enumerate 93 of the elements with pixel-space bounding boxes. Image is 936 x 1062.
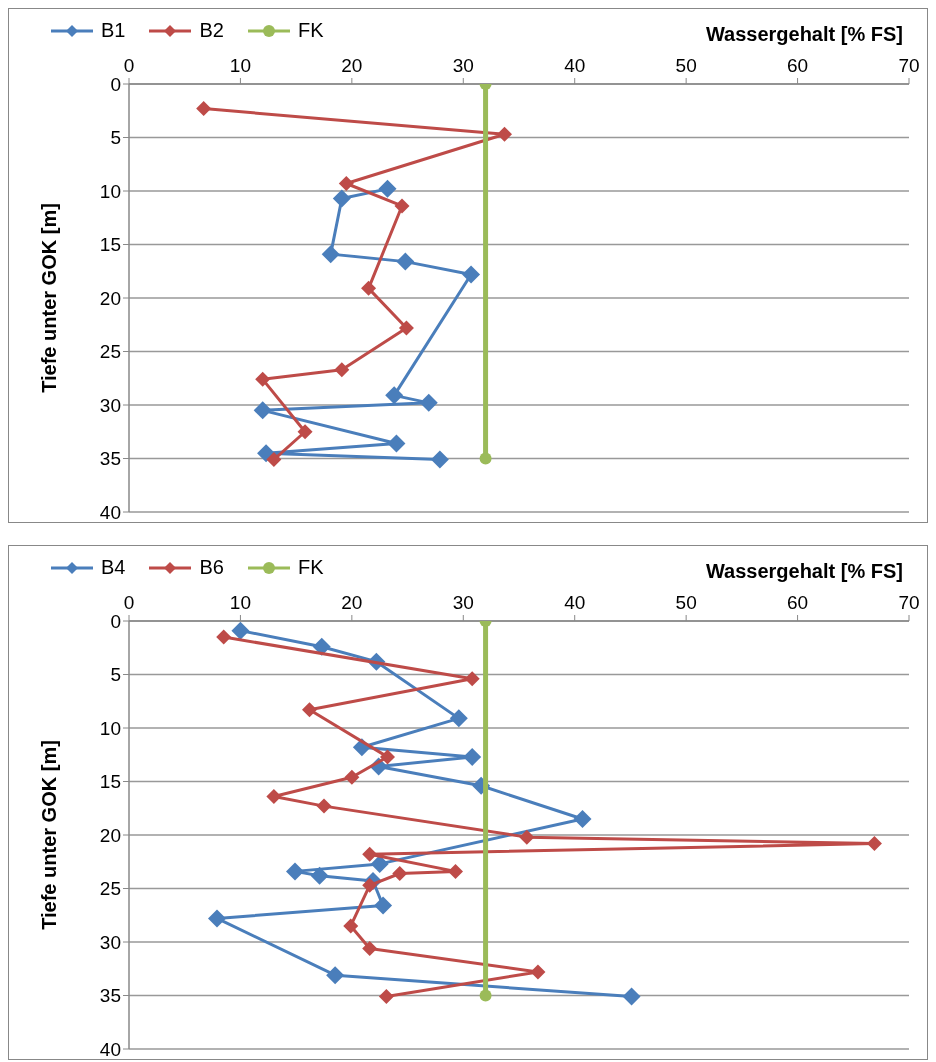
point xyxy=(196,101,212,117)
point xyxy=(316,798,332,814)
point xyxy=(622,987,641,1006)
y-tick-label: 0 xyxy=(110,610,121,632)
y-tick-label: 25 xyxy=(99,341,121,363)
point xyxy=(387,434,406,453)
point xyxy=(362,846,378,862)
x-tick-label: 70 xyxy=(898,55,920,76)
y-tick-label: 35 xyxy=(99,985,121,1007)
x-axis-title: Wassergehalt [% FS] xyxy=(705,23,903,46)
x-tick-label: 40 xyxy=(564,55,586,76)
point xyxy=(362,877,378,893)
point xyxy=(394,198,410,214)
point xyxy=(338,176,354,192)
point xyxy=(385,386,404,405)
point xyxy=(326,966,345,985)
point xyxy=(519,829,535,845)
y-tick-label: 40 xyxy=(99,1038,121,1060)
point xyxy=(361,280,377,296)
point xyxy=(479,989,492,1002)
point xyxy=(362,940,378,956)
point xyxy=(866,836,882,852)
x-tick-label: 30 xyxy=(452,55,474,76)
point xyxy=(378,989,394,1005)
point xyxy=(216,629,232,645)
y-tick-label: 40 xyxy=(99,501,121,523)
x-tick-label: 10 xyxy=(229,592,251,613)
point xyxy=(302,702,318,718)
legend-label: FK xyxy=(297,556,324,579)
y-tick-label: 35 xyxy=(99,448,121,470)
legend-label: B2 xyxy=(199,19,224,42)
point xyxy=(266,788,282,804)
y-tick-label: 10 xyxy=(99,180,121,202)
point xyxy=(253,401,272,420)
x-tick-label: 20 xyxy=(341,592,363,613)
point xyxy=(231,621,250,640)
y-tick-label: 0 xyxy=(110,73,121,95)
x-tick-label: 60 xyxy=(787,55,809,76)
point xyxy=(374,896,393,915)
point xyxy=(392,866,408,882)
x-tick-label: 50 xyxy=(675,592,697,613)
legend-label: B6 xyxy=(199,556,224,579)
y-tick-label: 5 xyxy=(110,664,121,686)
point xyxy=(398,320,414,336)
point xyxy=(332,189,351,208)
point xyxy=(297,424,313,440)
point xyxy=(430,450,449,469)
y-tick-label: 5 xyxy=(110,127,121,149)
x-tick-label: 60 xyxy=(787,592,809,613)
point xyxy=(286,862,305,881)
point xyxy=(266,452,282,468)
y-tick-label: 10 xyxy=(99,717,121,739)
point xyxy=(462,265,481,284)
y-tick-label: 15 xyxy=(99,771,121,793)
point xyxy=(447,863,463,879)
x-tick-label: 70 xyxy=(898,592,920,613)
y-tick-label: 15 xyxy=(99,234,121,256)
point xyxy=(497,126,513,142)
point xyxy=(378,179,397,198)
x-tick-label: 30 xyxy=(452,592,474,613)
legend-label: B4 xyxy=(101,556,126,579)
y-tick-label: 20 xyxy=(99,824,121,846)
x-tick-label: 40 xyxy=(564,592,586,613)
x-tick-label: 20 xyxy=(341,55,363,76)
point xyxy=(396,252,415,271)
y-axis-title: Tiefe unter GOK [m] xyxy=(38,203,61,393)
x-tick-label: 50 xyxy=(675,55,697,76)
point xyxy=(530,964,546,980)
legend-label: B1 xyxy=(101,19,126,42)
point xyxy=(334,362,350,378)
legend-label: FK xyxy=(297,19,324,42)
point xyxy=(419,393,438,412)
point xyxy=(479,452,492,465)
point xyxy=(380,749,396,765)
x-tick-label: 10 xyxy=(229,55,251,76)
point xyxy=(208,909,227,928)
point xyxy=(343,918,359,934)
y-tick-label: 30 xyxy=(99,931,121,953)
point xyxy=(321,245,340,264)
point xyxy=(449,709,468,728)
point xyxy=(255,371,271,387)
x-axis-title: Wassergehalt [% FS] xyxy=(705,560,903,583)
y-axis-title: Tiefe unter GOK [m] xyxy=(38,740,61,930)
point xyxy=(464,671,480,687)
y-tick-label: 20 xyxy=(99,287,121,309)
y-tick-label: 25 xyxy=(99,878,121,900)
x-tick-label: 0 xyxy=(123,592,135,613)
point xyxy=(310,866,329,885)
x-tick-label: 0 xyxy=(123,55,135,76)
point xyxy=(463,747,482,766)
point xyxy=(573,809,592,828)
y-tick-label: 30 xyxy=(99,394,121,416)
point xyxy=(344,769,360,785)
